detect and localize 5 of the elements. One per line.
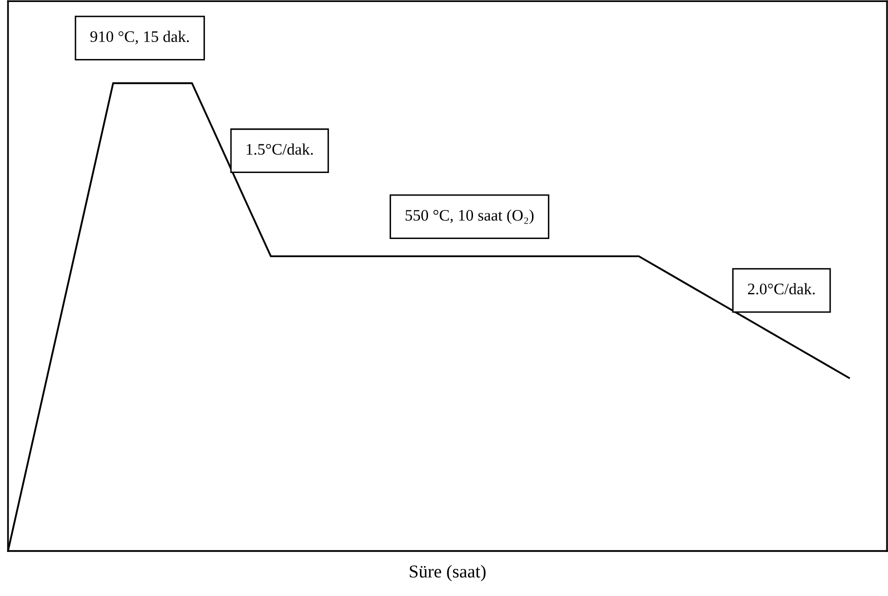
annotation: 1.5°C/dak. — [246, 143, 313, 155]
text: 910 °C, 15 dak. — [90, 30, 189, 44]
x-axis-title: Süre (saat) — [410, 564, 486, 582]
annotation: 2.0°C/dak. — [748, 283, 815, 294]
annotation: 550 °C, 10 saat (O₂) — [406, 209, 534, 224]
